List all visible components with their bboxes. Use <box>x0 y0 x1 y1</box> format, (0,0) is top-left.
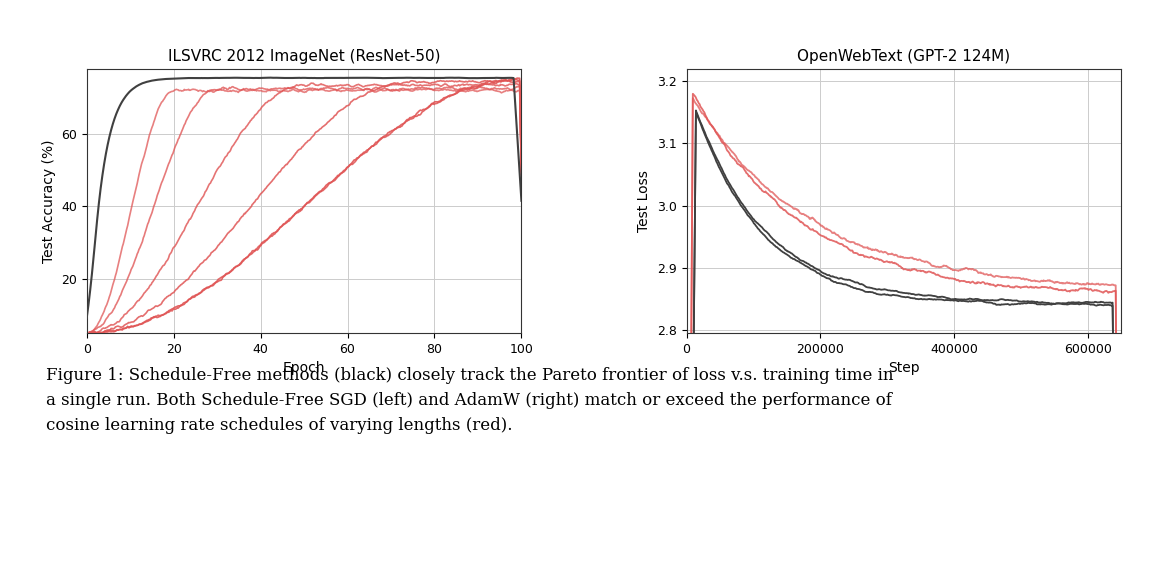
Title: OpenWebText (GPT-2 124M): OpenWebText (GPT-2 124M) <box>798 49 1010 64</box>
Text: Figure 1: Schedule-Free methods (black) closely track the Pareto frontier of los: Figure 1: Schedule-Free methods (black) … <box>46 367 894 434</box>
Y-axis label: Test Loss: Test Loss <box>637 170 652 232</box>
Y-axis label: Test Accuracy (%): Test Accuracy (%) <box>42 139 55 263</box>
X-axis label: Step: Step <box>888 361 920 375</box>
X-axis label: Epoch: Epoch <box>283 361 325 375</box>
Title: ILSVRC 2012 ImageNet (ResNet-50): ILSVRC 2012 ImageNet (ResNet-50) <box>168 49 440 64</box>
